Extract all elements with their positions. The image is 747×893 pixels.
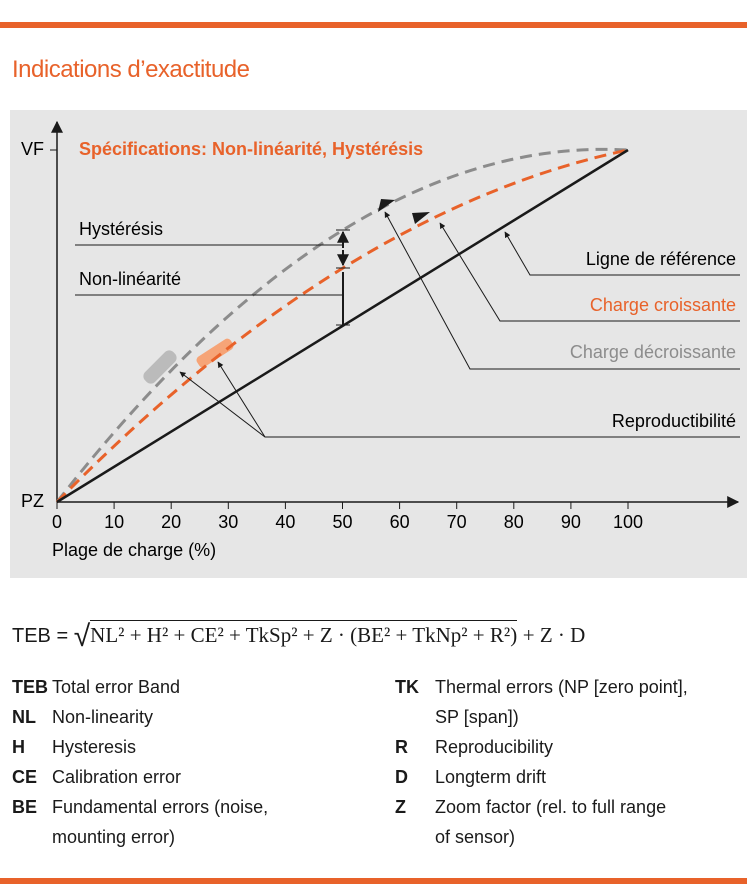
description-line: Non-linearity <box>52 707 154 727</box>
leader <box>439 222 740 322</box>
leader <box>504 231 740 276</box>
abbreviation: CE <box>12 767 38 787</box>
abbreviation: D <box>395 767 408 787</box>
decreasing-curve <box>55 147 629 503</box>
x-tick-label: 0 <box>52 512 62 532</box>
description-line: Reproducibility <box>435 737 554 757</box>
x-tick-label: 100 <box>613 512 643 532</box>
definitions-left: TEB Total error Band NL Non-linearity H Hyste… <box>12 672 268 852</box>
description-line: Hysteresis <box>52 737 137 757</box>
right-label: Reproductibilité <box>612 411 736 431</box>
description-line: Zoom factor (rel. to full range <box>435 797 667 817</box>
x-axis-label: Plage de charge (%) <box>52 540 216 560</box>
description: Non-linearity <box>52 702 153 732</box>
description: Zoom factor (rel. to full range of sensor… <box>435 792 666 852</box>
definition: CE Calibration error <box>12 762 268 792</box>
reference-line <box>56 148 629 504</box>
description-line: SP [span]) <box>435 707 519 727</box>
x-tick-label: 50 <box>332 512 352 532</box>
definition: Z Zoom factor (rel. to full range of senso… <box>395 792 688 852</box>
title: Indications d’exactitude <box>12 56 250 83</box>
description-line: Fundamental errors (noise, <box>52 797 269 817</box>
definition: R Reproducibility <box>395 732 688 762</box>
description-line: Calibration error <box>52 767 182 787</box>
leader <box>217 361 266 438</box>
definition: H Hysteresis <box>12 732 268 762</box>
x-tick-label: 60 <box>390 512 410 532</box>
x-tick-label: 20 <box>161 512 181 532</box>
right-label: Ligne de référence <box>586 249 736 269</box>
right-label: Charge décroissante <box>570 342 736 362</box>
leader <box>384 211 740 370</box>
formula-tail: + Z · D <box>522 623 586 647</box>
left-label: Hystérésis <box>79 219 163 239</box>
definition: TK Thermal errors (NP [zero point], SP [sp… <box>395 672 688 732</box>
bottom-bar <box>0 878 747 884</box>
diagram-background <box>10 110 747 578</box>
curve-arrow <box>378 199 395 212</box>
diagram: Spécifications: Non-linéarité, Hystérési… <box>10 110 747 578</box>
formula-lhs: TEB = <box>12 625 69 647</box>
description-line: Thermal errors (NP [zero point], <box>435 677 688 697</box>
description: Fundamental errors (noise, mounting error… <box>52 792 268 852</box>
y-label: PZ <box>21 491 44 511</box>
x-tick-label: 80 <box>504 512 524 532</box>
x-tick-label: 10 <box>104 512 124 532</box>
abbreviation: TEB <box>12 677 48 697</box>
description: Thermal errors (NP [zero point], SP [span… <box>435 672 688 732</box>
definition: D Longterm drift <box>395 762 688 792</box>
abbreviation: NL <box>12 707 36 727</box>
gray-band <box>143 350 177 384</box>
y-label: VF <box>21 139 44 159</box>
x-tick-label: 40 <box>275 512 295 532</box>
definition: TEB Total error Band <box>12 672 268 702</box>
description: Hysteresis <box>52 732 136 762</box>
x-tick-label: 90 <box>561 512 581 532</box>
x-tick-label: 70 <box>447 512 467 532</box>
description: Total error Band <box>52 672 180 702</box>
right-label: Charge croissante <box>590 295 736 315</box>
definition: BE Fundamental errors (noise, mounting err… <box>12 792 268 852</box>
description-line: Longterm drift <box>435 767 547 787</box>
abbreviation: BE <box>12 797 38 817</box>
left-label: Non-linéarité <box>79 269 181 289</box>
description: Reproducibility <box>435 732 553 762</box>
definition: NL Non-linearity <box>12 702 268 732</box>
description: Longterm drift <box>435 762 546 792</box>
formula: TEB = √NL² + H² + CE² + TkSp² + Z · (BE²… <box>12 620 585 654</box>
description-line: of sensor) <box>435 827 516 847</box>
sqrt-sign: √ <box>73 620 91 653</box>
top-bar <box>0 22 747 28</box>
description-line: mounting error) <box>52 827 176 847</box>
abbreviation: TK <box>395 677 419 697</box>
abbreviation: H <box>12 737 25 757</box>
orange-band <box>196 338 234 368</box>
curve-arrow <box>412 212 430 224</box>
abbreviation: R <box>395 737 408 757</box>
abbreviation: Z <box>395 797 406 817</box>
formula-radicand: NL² + H² + CE² + TkSp² + Z · (BE² + TkNp… <box>90 620 518 647</box>
description: Calibration error <box>52 762 181 792</box>
description-line: Total error Band <box>52 677 181 697</box>
diagram-subtitle: Spécifications: Non-linéarité, Hystérési… <box>79 139 423 159</box>
x-tick-label: 30 <box>218 512 238 532</box>
definitions-right: TK Thermal errors (NP [zero point], SP [sp… <box>395 672 688 852</box>
